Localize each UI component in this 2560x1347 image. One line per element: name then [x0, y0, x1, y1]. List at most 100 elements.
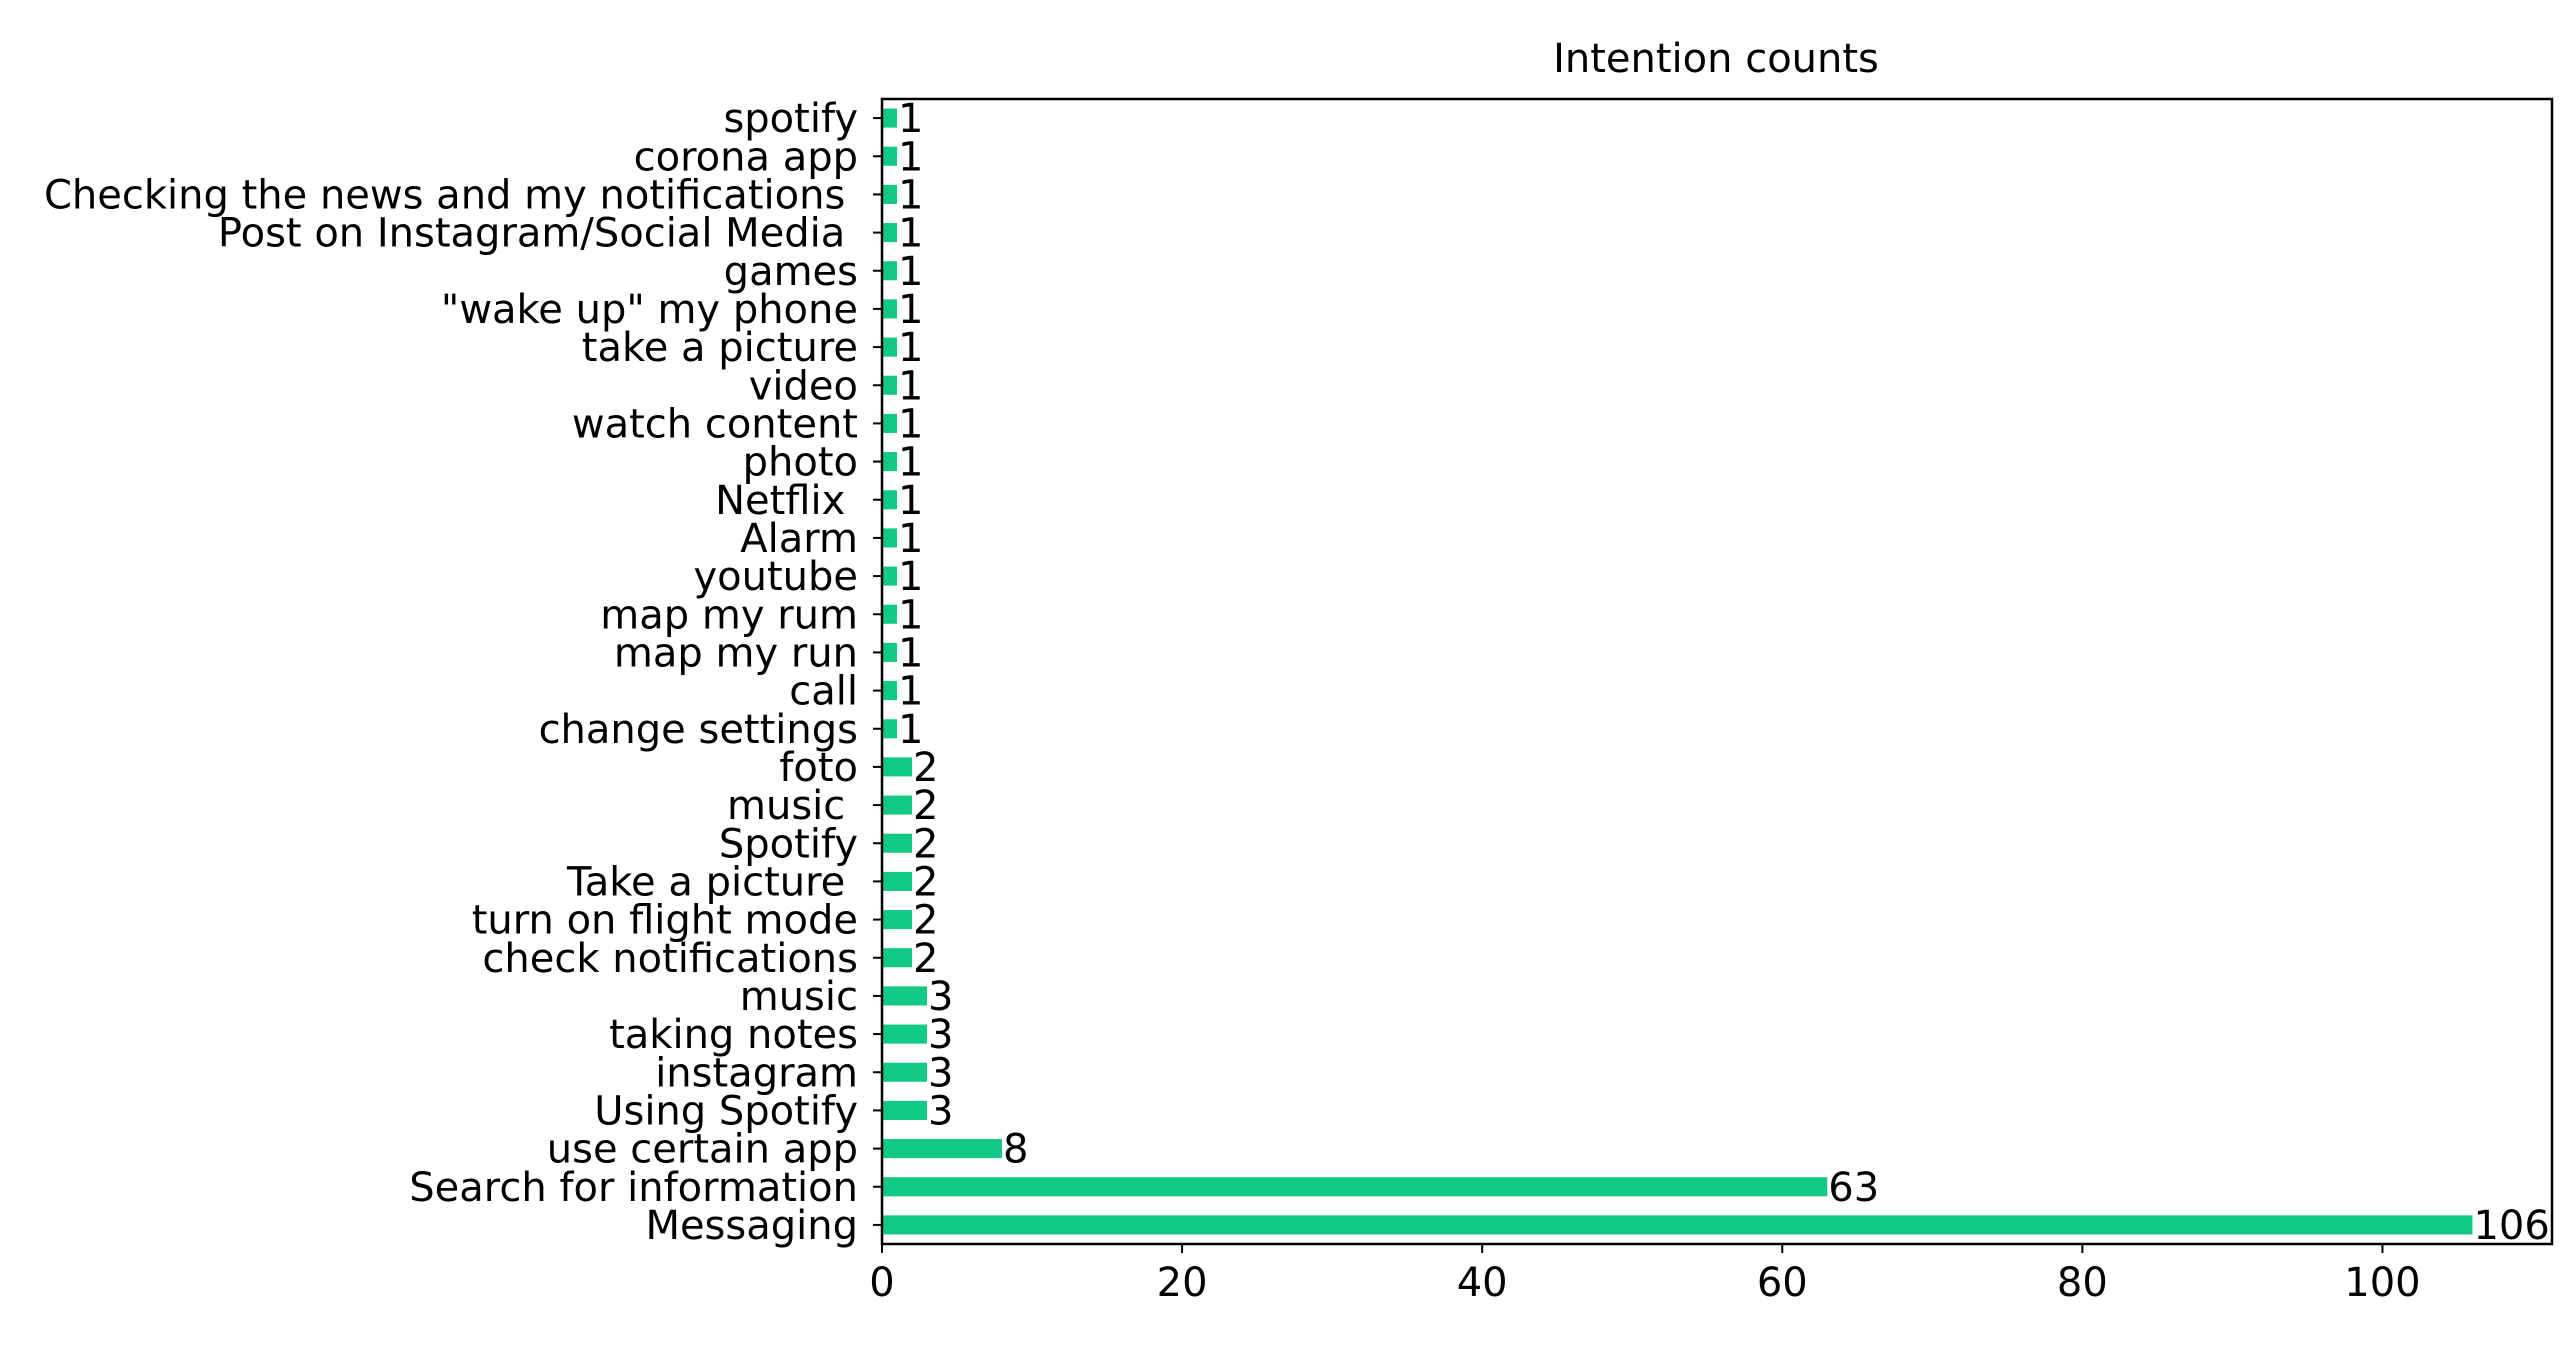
bar-value-label: 1	[898, 707, 923, 753]
y-tick-label: instagram	[655, 1050, 858, 1096]
bar	[882, 757, 913, 777]
bar-value-label: 3	[928, 974, 953, 1020]
bar	[882, 1139, 1003, 1159]
bar-value-label: 1	[898, 211, 923, 257]
bar	[882, 642, 898, 662]
bar-value-label: 106	[2473, 1203, 2549, 1249]
bar	[882, 337, 898, 357]
y-tick-label: Spotify	[719, 821, 858, 867]
bar	[882, 719, 898, 739]
bar-value-label: 1	[898, 325, 923, 371]
y-tick-label: Search for information	[409, 1165, 858, 1211]
bar-value-label: 2	[913, 898, 938, 944]
bar-value-label: 1	[898, 134, 923, 180]
bars-group	[882, 108, 2473, 1235]
bar	[882, 1100, 928, 1120]
bar	[882, 833, 913, 853]
bar-value-label: 1	[898, 592, 923, 638]
bar-value-label: 8	[1003, 1127, 1028, 1173]
bar-value-label: 1	[898, 249, 923, 295]
y-tick-label: music	[740, 974, 858, 1020]
bar-value-label: 1	[898, 669, 923, 715]
bar-value-label: 2	[913, 936, 938, 982]
bar-value-label: 1	[898, 287, 923, 333]
bar-value-label: 2	[913, 745, 938, 791]
bar-value-label: 1	[898, 554, 923, 600]
bar	[882, 795, 913, 815]
bar-value-label: 2	[913, 821, 938, 867]
y-tick-label: check notifications	[482, 936, 858, 982]
bar-value-label: 1	[898, 478, 923, 524]
bar-value-label: 1	[898, 96, 923, 142]
y-tick-label: Alarm	[740, 516, 858, 562]
y-tick-label: change settings	[539, 707, 858, 753]
y-tick-label: Using Spotify	[594, 1088, 858, 1134]
bar	[882, 1177, 1828, 1197]
y-tick-label: turn on flight mode	[472, 898, 858, 944]
y-tick-label: video	[749, 363, 858, 409]
bar-value-label: 1	[898, 401, 923, 447]
y-tick-label: Checking the news and my notifications	[44, 172, 858, 218]
bar-value-label: 1	[898, 440, 923, 486]
chart-title: Intention counts	[1553, 36, 1879, 82]
y-tick-label: taking notes	[609, 1012, 858, 1058]
plot-frame	[880, 97, 2554, 1246]
y-tick-label: use certain app	[547, 1127, 858, 1173]
bar	[882, 528, 898, 548]
y-tick-label: spotify	[723, 96, 858, 142]
x-tick-label: 0	[869, 1260, 894, 1306]
bar	[882, 184, 898, 204]
bar	[882, 681, 898, 701]
bar-value-label: 3	[928, 1050, 953, 1096]
y-tick-label: "wake up" my phone	[441, 287, 858, 333]
y-tick-label: Post on Instagram/Social Media	[218, 211, 858, 257]
x-tick-label: 80	[2057, 1260, 2108, 1306]
bar-value-label: 2	[913, 783, 938, 829]
bar-value-label: 3	[928, 1012, 953, 1058]
bar-value-label: 1	[898, 516, 923, 562]
y-tick-label: take a picture	[582, 325, 858, 371]
bar	[882, 413, 898, 433]
y-tick-label: games	[724, 249, 858, 295]
bar-value-label: 1	[898, 630, 923, 676]
bar	[882, 261, 898, 281]
y-tick-label: youtube	[693, 554, 858, 600]
y-tick-label: Take a picture	[566, 859, 858, 905]
x-tick-label: 100	[2344, 1260, 2420, 1306]
x-tick-label: 20	[1157, 1260, 1208, 1306]
y-tick-label: foto	[779, 745, 858, 791]
x-axis-ticks: 0 20 40 60 80 100	[869, 1244, 2421, 1306]
bar	[882, 108, 898, 128]
bar	[882, 986, 928, 1006]
bar	[882, 490, 898, 510]
bar	[882, 299, 898, 319]
bar	[882, 1215, 2473, 1235]
bar	[882, 1062, 928, 1082]
bar	[882, 1024, 928, 1044]
bar-value-label: 63	[1828, 1165, 1879, 1211]
x-tick-label: 40	[1457, 1260, 1508, 1306]
bar-value-label: 1	[898, 172, 923, 218]
y-tick-label: corona app	[634, 134, 858, 180]
bar	[882, 452, 898, 472]
bar-value-label: 1	[898, 363, 923, 409]
y-tick-label: watch content	[572, 401, 858, 447]
bar	[882, 375, 898, 395]
y-tick-label: Netflix	[715, 478, 858, 524]
bar	[882, 146, 898, 166]
x-tick-label: 60	[1757, 1260, 1808, 1306]
bar	[882, 604, 898, 624]
bar-value-label: 2	[913, 859, 938, 905]
bar	[882, 223, 898, 243]
bar	[882, 948, 913, 968]
y-tick-label: Messaging	[645, 1203, 858, 1249]
bar	[882, 871, 913, 891]
bar	[882, 910, 913, 930]
y-tick-label: map my run	[614, 630, 858, 676]
y-tick-label: map my rum	[600, 592, 858, 638]
y-tick-label: call	[789, 669, 858, 715]
